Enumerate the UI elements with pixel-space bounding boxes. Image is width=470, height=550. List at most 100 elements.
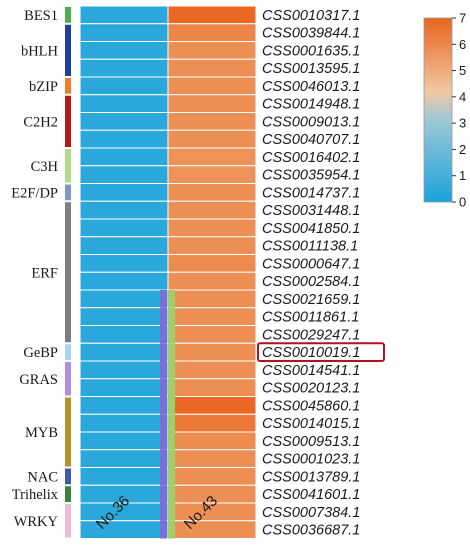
heatmap-cell [167,5,257,25]
gene-label: CSS0001023.1 [262,452,360,468]
accent-strip [168,414,175,432]
heatmap-cell [167,396,257,415]
heatmap-cell [79,378,169,397]
gene-label: CSS0046013.1 [262,79,360,95]
family-bar [65,362,71,396]
heatmap-cell [167,360,257,380]
gene-label: CSS0009013.1 [262,114,360,130]
colorbar-gradient [423,17,453,203]
heatmap-cell [79,254,169,273]
heatmap-cell [79,467,169,486]
colorbar-tick-label: 1 [459,168,466,183]
heatmap-cell [79,129,169,149]
heatmap-cell [79,289,169,309]
gene-label: CSS0040707.1 [262,132,360,148]
family-label: C3H [31,159,59,175]
accent-strip [160,307,167,326]
heatmap-cell [167,218,257,238]
gene-label: CSS0011138.1 [262,239,358,255]
heatmap-cell [167,129,257,149]
heatmap-cell [167,94,257,113]
gene-label: CSS0001635.1 [262,43,360,59]
family-bar [65,24,71,76]
heatmap-cell [79,396,169,415]
accent-strip [160,520,167,539]
accent-strip [168,307,175,326]
gene-label: CSS0014948.1 [262,97,360,113]
gene-label: CSS0029247.1 [262,327,360,343]
family-label: C2H2 [23,114,58,130]
accent-strip [168,449,175,468]
accent-strip [168,503,175,521]
gene-label: CSS0000647.1 [262,256,360,272]
family-bar [65,397,71,467]
accent-strip [168,467,175,486]
gene-label: CSS0039844.1 [262,26,360,42]
heatmap-cell [167,236,257,255]
family-bar [65,202,71,343]
gene-label: CSS0011861.1 [262,310,359,326]
gene-label: CSS0010019.1 [262,345,360,361]
gene-label: CSS0016402.1 [262,150,360,166]
heatmap-cell [167,431,257,451]
family-label: WRKY [14,514,59,530]
heatmap-cell [79,76,169,96]
accent-strip [160,290,167,308]
family-label: Trihelix [12,487,59,503]
family-bar [65,184,71,201]
accent-strip [168,325,175,344]
colorbar-tick-label: 2 [459,142,466,157]
heatmap-cell [167,147,257,167]
gene-label: CSS0009513.1 [262,434,360,450]
heatmap-cell [167,520,257,539]
gene-label: CSS0014015.1 [262,416,360,432]
colorbar-tick-label: 3 [459,116,466,131]
colorbar-tick-label: 0 [459,195,466,210]
gene-label: CSS0013789.1 [262,469,360,485]
accent-strip [160,378,167,397]
heatmap-cell [167,76,257,96]
heatmap-cell [167,413,257,433]
family-bar [65,95,71,147]
gene-label: CSS0014541.1 [262,363,360,379]
heatmap-cell [167,183,257,202]
heatmap-cell [79,236,169,255]
family-label: ERF [31,265,58,281]
gene-label: CSS0002584.1 [262,274,360,290]
accent-strip [168,485,175,503]
accent-strip [168,432,175,450]
family-bar [65,78,71,94]
heatmap-cell [79,449,169,468]
family-label: NAC [27,469,58,485]
heatmap-cell [167,41,257,60]
heatmap-cell [79,183,169,202]
heatmap-cell [167,271,257,291]
accent-strip [160,361,167,379]
accent-strip [168,396,175,415]
heatmap-cell [167,254,257,273]
family-color-bars [65,7,71,538]
family-label: GeBP [23,345,58,361]
heatmap-cell [79,41,169,60]
gene-label: CSS0041601.1 [262,487,360,503]
heatmap-cell [79,307,169,326]
gene-label: CSS0041850.1 [262,221,360,237]
heatmap-cell [79,112,169,131]
heatmap-cell [167,307,257,326]
heatmap-cell [79,58,169,78]
heatmap-cell [79,342,169,362]
accent-strip [160,449,167,468]
family-bar [65,149,71,183]
heatmap-cells [79,5,257,539]
colorbar-tick-label: 5 [459,63,466,78]
heatmap-cell [167,200,257,220]
family-labels: BES1 bHLH bZIP C2H2 C3H E2F/DP ERF GeBP GRAS MYB N… [11,8,58,530]
heatmap-cell [167,325,257,344]
accent-strip [168,343,175,361]
accent-strip [160,343,167,361]
accent-strip [160,485,167,503]
heatmap-cell [79,165,169,184]
gene-label: CSS0014737.1 [262,185,360,201]
family-label: bHLH [21,43,59,59]
gene-label: CSS0035954.1 [262,168,360,184]
